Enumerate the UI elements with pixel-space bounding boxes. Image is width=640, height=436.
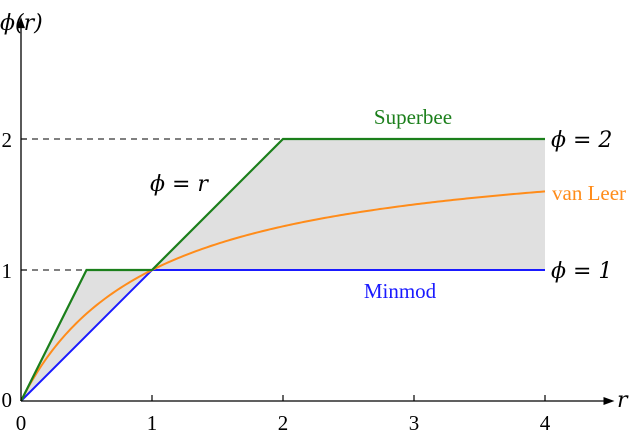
reference-label-phi-1: ϕ = 1 — [551, 259, 612, 284]
y-tick-label: 2 — [2, 128, 13, 152]
y-axis-label: ϕ(r) — [0, 11, 43, 36]
series-lines — [20, 137, 546, 402]
y-axis-arrowhead — [17, 17, 25, 29]
x-tick-label: 0 — [16, 411, 27, 435]
series-label-superbee: Superbee — [374, 105, 452, 129]
x-axis-arrowhead — [603, 397, 615, 405]
x-tick-label: 4 — [540, 411, 551, 435]
x-tick-label: 1 — [147, 411, 158, 435]
reference-label-phi-2: ϕ = 2 — [551, 128, 612, 153]
x-axis-label: r — [617, 388, 629, 413]
x-tick-label: 2 — [278, 411, 289, 435]
series-line-superbee — [20, 137, 545, 402]
annotation-phi-equals-r: ϕ = r — [150, 172, 209, 197]
series-line-van-leer — [20, 190, 546, 402]
y-tick-label: 1 — [2, 259, 13, 283]
series-label-van-leer: van Leer — [552, 181, 626, 205]
axis-ticks: 0 1 2 3 4 0 1 2 — [2, 128, 551, 435]
series-label-minmod: Minmod — [364, 279, 437, 303]
y-tick-label: 0 — [2, 388, 13, 412]
x-tick-label: 3 — [409, 411, 420, 435]
